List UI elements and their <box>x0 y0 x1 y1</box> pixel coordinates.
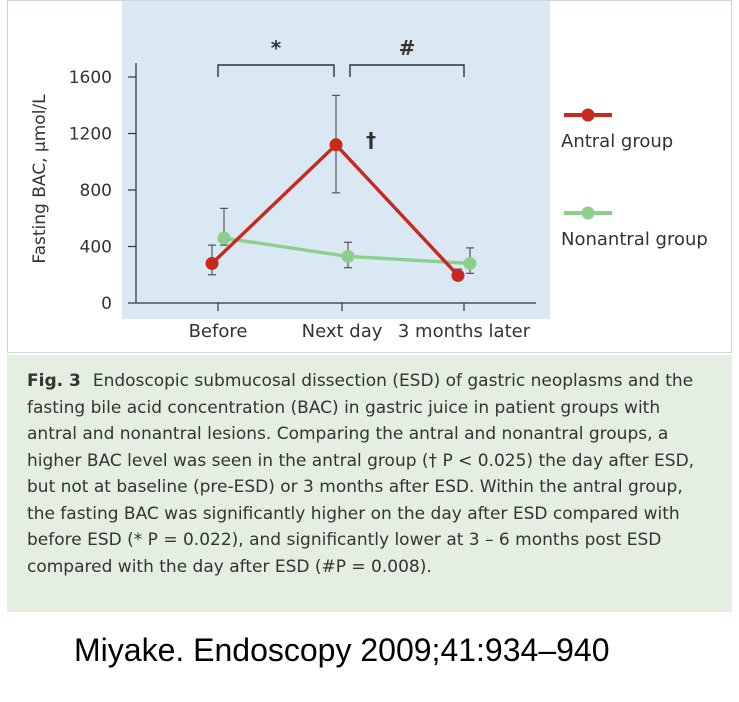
legend-label: Antral group <box>561 131 673 152</box>
figure-caption-box: Fig. 3 Endoscopic submucosal dissection (… <box>7 355 732 612</box>
figure-caption: Fig. 3 Endoscopic submucosal dissection (… <box>27 368 712 580</box>
y-axis-title: Fasting BAC, µmol/L <box>30 94 50 264</box>
y-tick-label: 1200 <box>69 125 112 145</box>
figure-label: Fig. 3 <box>27 371 81 391</box>
legend-marker <box>581 108 595 122</box>
point-annotation: † <box>366 128 376 152</box>
line-chart: 0 400 800 1200 1600 Before Next day 3 months la… <box>30 1 708 342</box>
data-point <box>217 231 231 245</box>
data-point <box>463 256 477 270</box>
data-point <box>329 138 343 152</box>
x-tick-label: 3 months later <box>398 321 531 342</box>
x-tick-label: Next day <box>302 321 383 342</box>
chart-frame: 0 400 800 1200 1600 Before Next day 3 months la… <box>7 0 732 353</box>
citation: Miyake. Endoscopy 2009;41:934–940 <box>74 632 610 668</box>
significance-bracket <box>349 64 465 77</box>
data-point <box>451 268 465 282</box>
data-point <box>205 256 219 270</box>
y-tick-label: 400 <box>80 238 112 258</box>
x-tick-label: Before <box>189 321 248 342</box>
significance-bracket <box>217 64 335 77</box>
y-tick-label: 0 <box>101 294 112 314</box>
data-point <box>341 249 355 263</box>
y-tick-label: 1600 <box>69 68 112 88</box>
caption-body: Endoscopic submucosal dissection (ESD) o… <box>27 371 695 577</box>
legend-label: Nonantral group <box>561 229 708 250</box>
significance-label: * <box>271 36 282 60</box>
y-tick-label: 800 <box>80 181 112 201</box>
significance-label: # <box>399 36 416 60</box>
legend-marker <box>581 206 595 220</box>
